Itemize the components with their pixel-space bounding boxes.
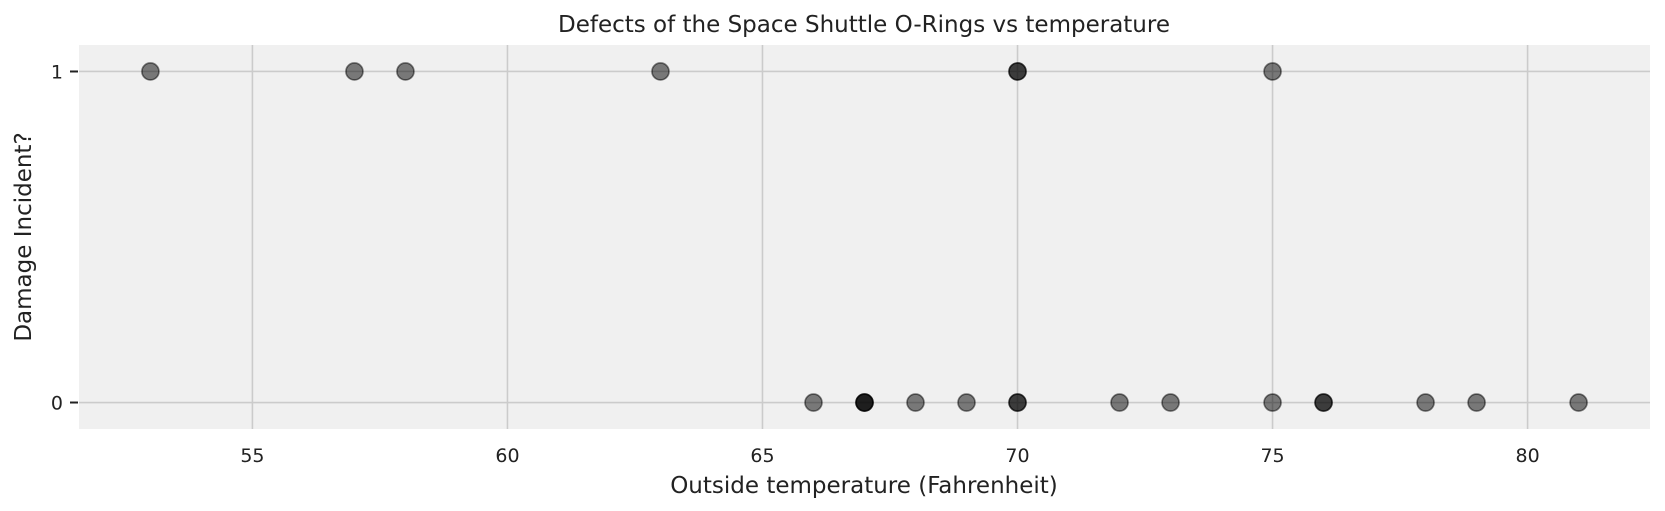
data-point (1263, 62, 1282, 81)
data-point (906, 393, 925, 412)
x-tick-label: 75 (1260, 445, 1284, 467)
x-tick-label: 80 (1515, 445, 1539, 467)
x-tick-label: 70 (1005, 445, 1029, 467)
data-point (957, 393, 976, 412)
data-point (141, 62, 160, 81)
data-point (396, 62, 415, 81)
y-tick-label: 1 (51, 61, 63, 83)
x-tick-label: 60 (495, 445, 519, 467)
data-point (1416, 393, 1435, 412)
y-tick-label: 0 (51, 393, 63, 415)
axis-ticks: 55 60 65 70 75 80 0 1 (51, 61, 1540, 467)
data-point (345, 62, 364, 81)
data-point (1569, 393, 1588, 412)
data-point (1110, 393, 1129, 412)
data-point (804, 393, 823, 412)
data-point (651, 62, 670, 81)
data-point (1467, 393, 1486, 412)
data-point (1161, 393, 1180, 412)
data-point (1008, 393, 1027, 412)
y-axis-label: Damage Incident? (11, 132, 37, 341)
data-points (141, 62, 1588, 412)
data-point (1008, 62, 1027, 81)
x-tick-label: 55 (240, 445, 264, 467)
data-point (1263, 393, 1282, 412)
x-tick-label: 65 (750, 445, 774, 467)
data-point (1314, 393, 1333, 412)
data-point (855, 393, 874, 412)
plot-background (79, 45, 1650, 429)
x-axis-label: Outside temperature (Fahrenheit) (670, 473, 1058, 499)
chart-title: Defects of the Space Shuttle O-Rings vs … (558, 12, 1170, 38)
